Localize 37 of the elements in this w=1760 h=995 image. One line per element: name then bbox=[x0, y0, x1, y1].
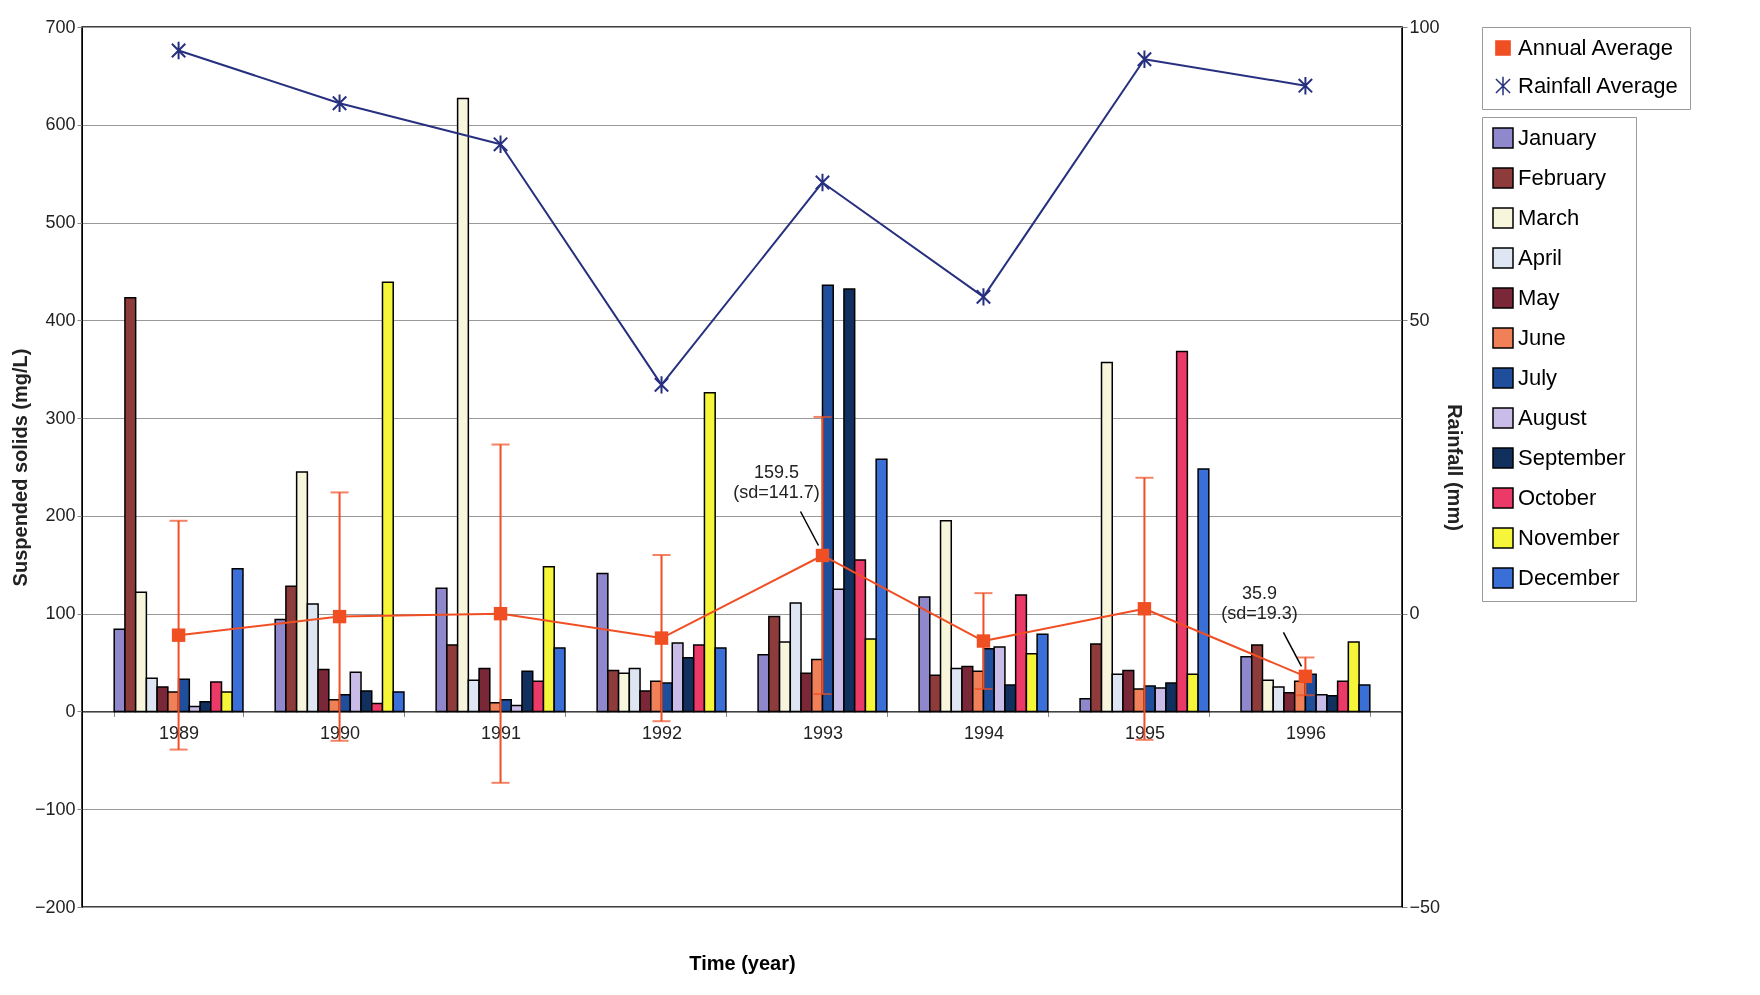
y2-tick-label: 0 bbox=[1409, 603, 1420, 624]
legend-label: July bbox=[1518, 365, 1558, 390]
legend-label: August bbox=[1518, 405, 1587, 430]
legend-label: Annual Average bbox=[1518, 35, 1673, 60]
legend-label: April bbox=[1518, 245, 1563, 270]
y-tick-label: 500 bbox=[45, 212, 76, 233]
x-tick-label: 1994 bbox=[963, 722, 1004, 743]
y-tick-label: −200 bbox=[34, 896, 76, 917]
y2-tick-label: 50 bbox=[1409, 309, 1430, 330]
y-tick-label: 100 bbox=[45, 603, 76, 624]
y2-tick-label: 100 bbox=[1409, 16, 1440, 37]
x-tick-label: 1996 bbox=[1285, 722, 1326, 743]
legend-label: Rainfall Average bbox=[1518, 73, 1678, 98]
legend-label: November bbox=[1518, 525, 1620, 550]
legend-label: March bbox=[1518, 205, 1580, 230]
legend-label: January bbox=[1518, 125, 1597, 150]
y2-tick-label: −50 bbox=[1409, 896, 1441, 917]
y-tick-label: −100 bbox=[34, 798, 76, 819]
legend-label: September bbox=[1518, 445, 1626, 470]
x-axis-title: Time (year) bbox=[689, 951, 796, 974]
y-axis-title: Suspended solids (mg/L) bbox=[8, 348, 31, 587]
y-tick-label: 400 bbox=[45, 309, 76, 330]
y2-axis-title: Rainfall (mm) bbox=[1444, 404, 1467, 531]
x-tick-label: 1992 bbox=[641, 722, 683, 743]
legend-label: February bbox=[1518, 165, 1607, 190]
y-tick-label: 700 bbox=[45, 16, 76, 37]
annotation: 159.5 (sd=141.7) bbox=[733, 462, 820, 503]
y-tick-label: 300 bbox=[45, 407, 76, 428]
legend-label: December bbox=[1518, 565, 1620, 590]
legend-label: June bbox=[1518, 325, 1566, 350]
y-tick-label: 600 bbox=[45, 114, 76, 135]
annotation: 35.9 (sd=19.3) bbox=[1221, 583, 1298, 624]
legend-label: October bbox=[1518, 485, 1597, 510]
y-tick-label: 0 bbox=[65, 700, 76, 721]
legend-label: May bbox=[1518, 285, 1560, 310]
x-tick-label: 1993 bbox=[802, 722, 844, 743]
y-tick-label: 200 bbox=[45, 505, 76, 526]
